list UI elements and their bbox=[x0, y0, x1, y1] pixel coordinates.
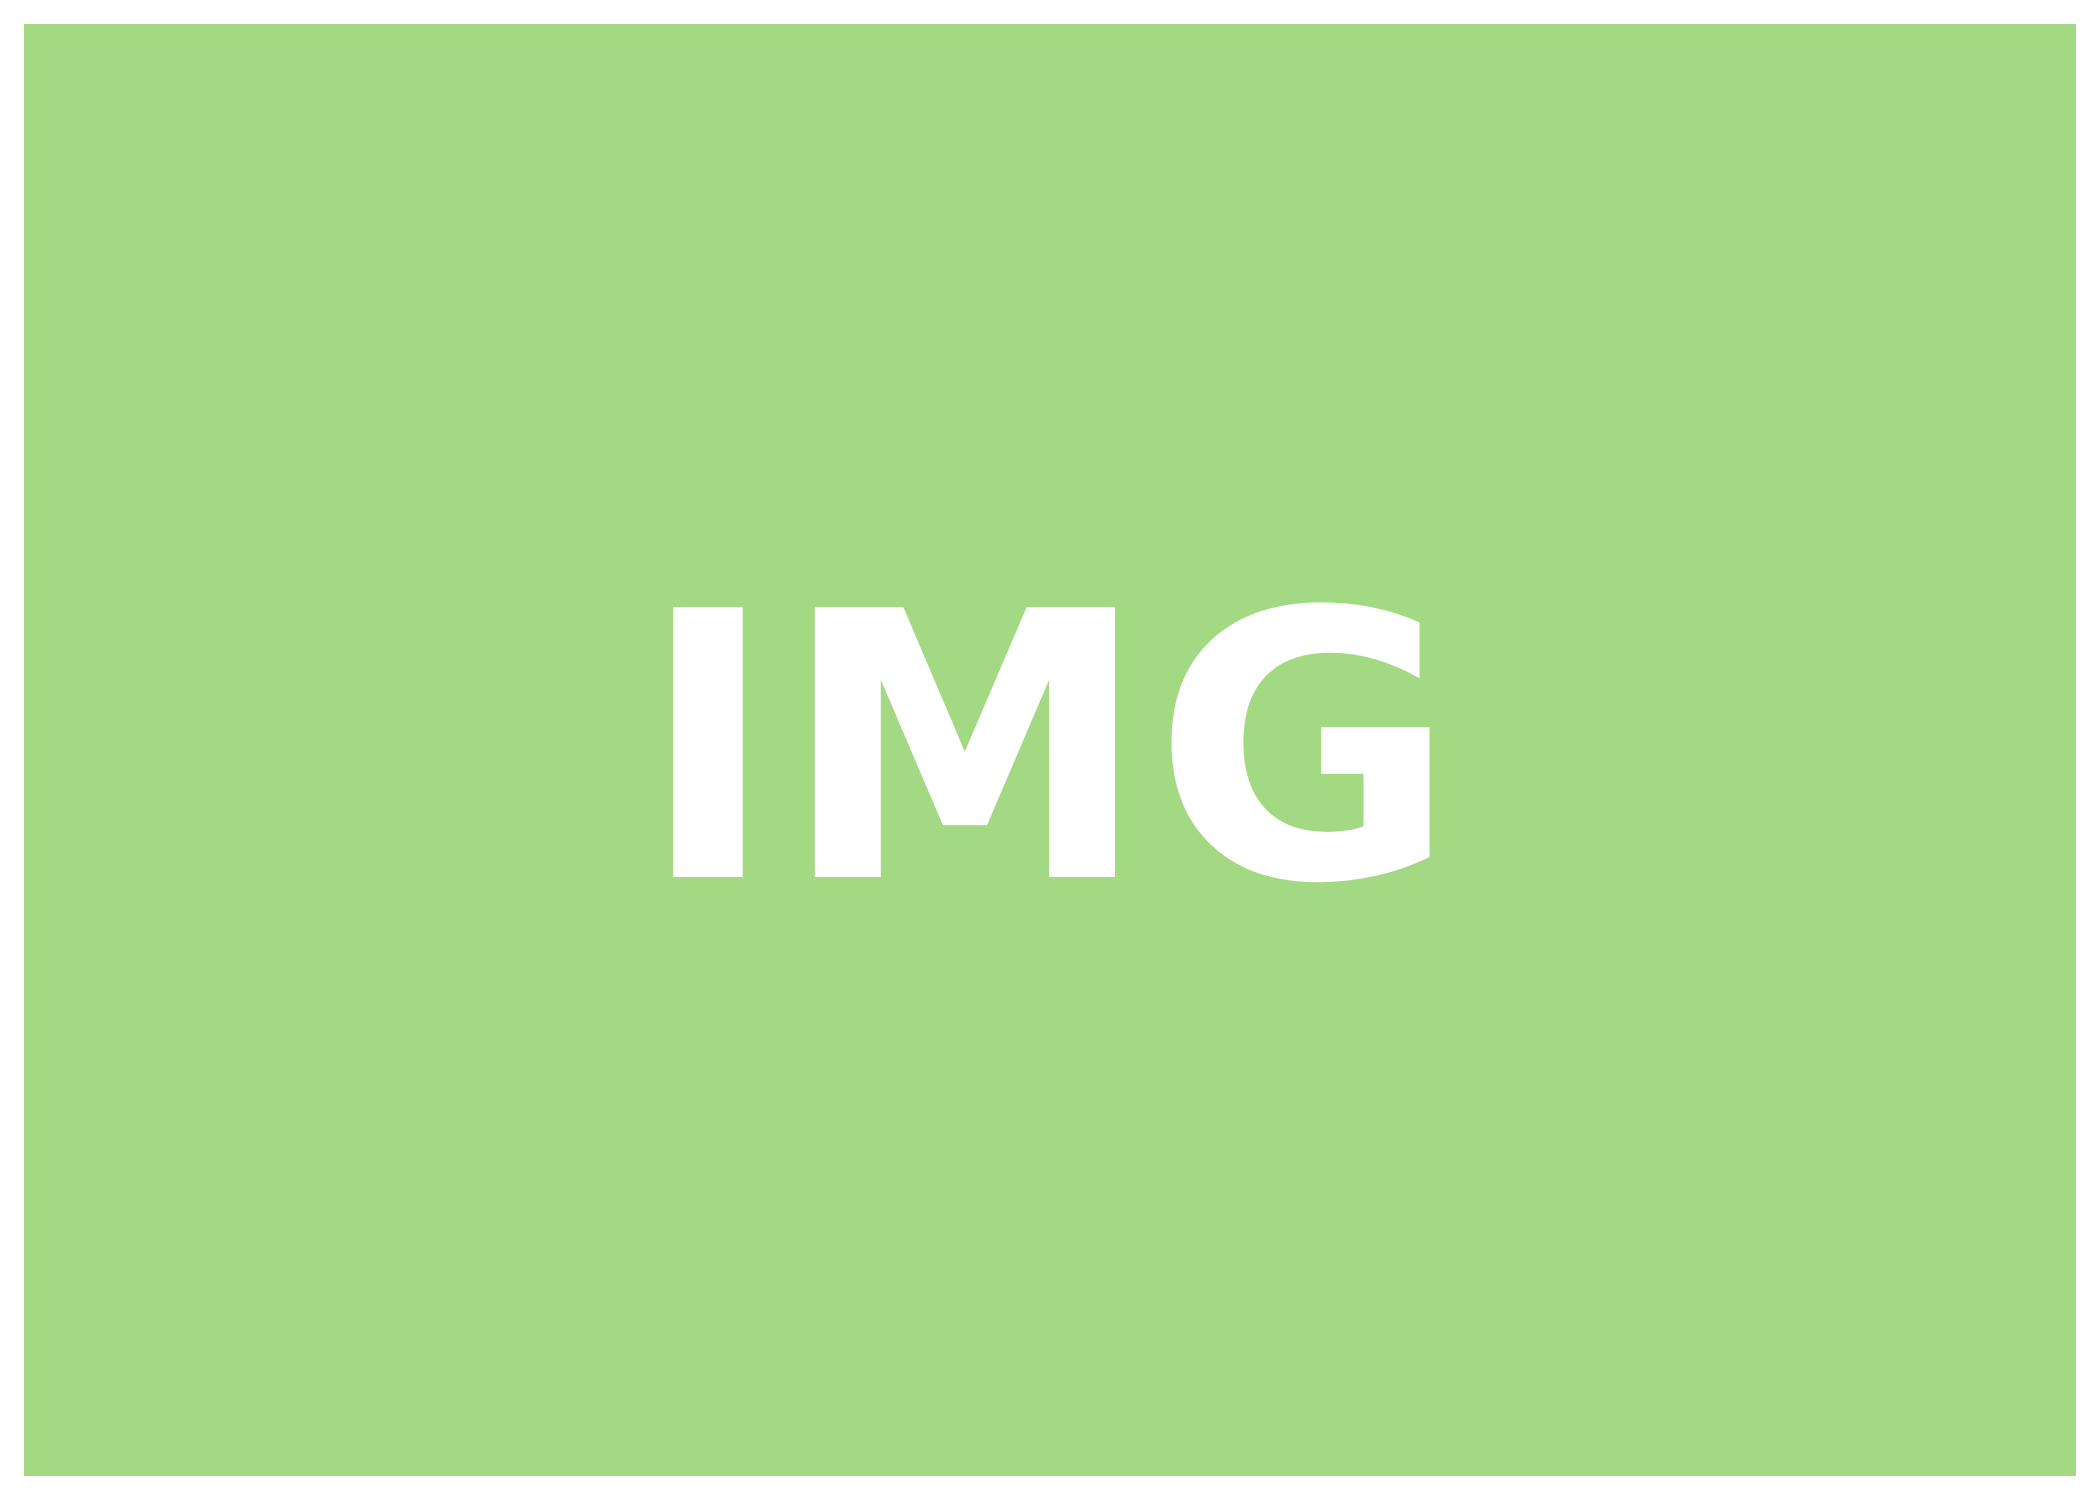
image-placeholder: IMG bbox=[24, 24, 2076, 1476]
image-placeholder-label: IMG bbox=[639, 535, 1461, 965]
